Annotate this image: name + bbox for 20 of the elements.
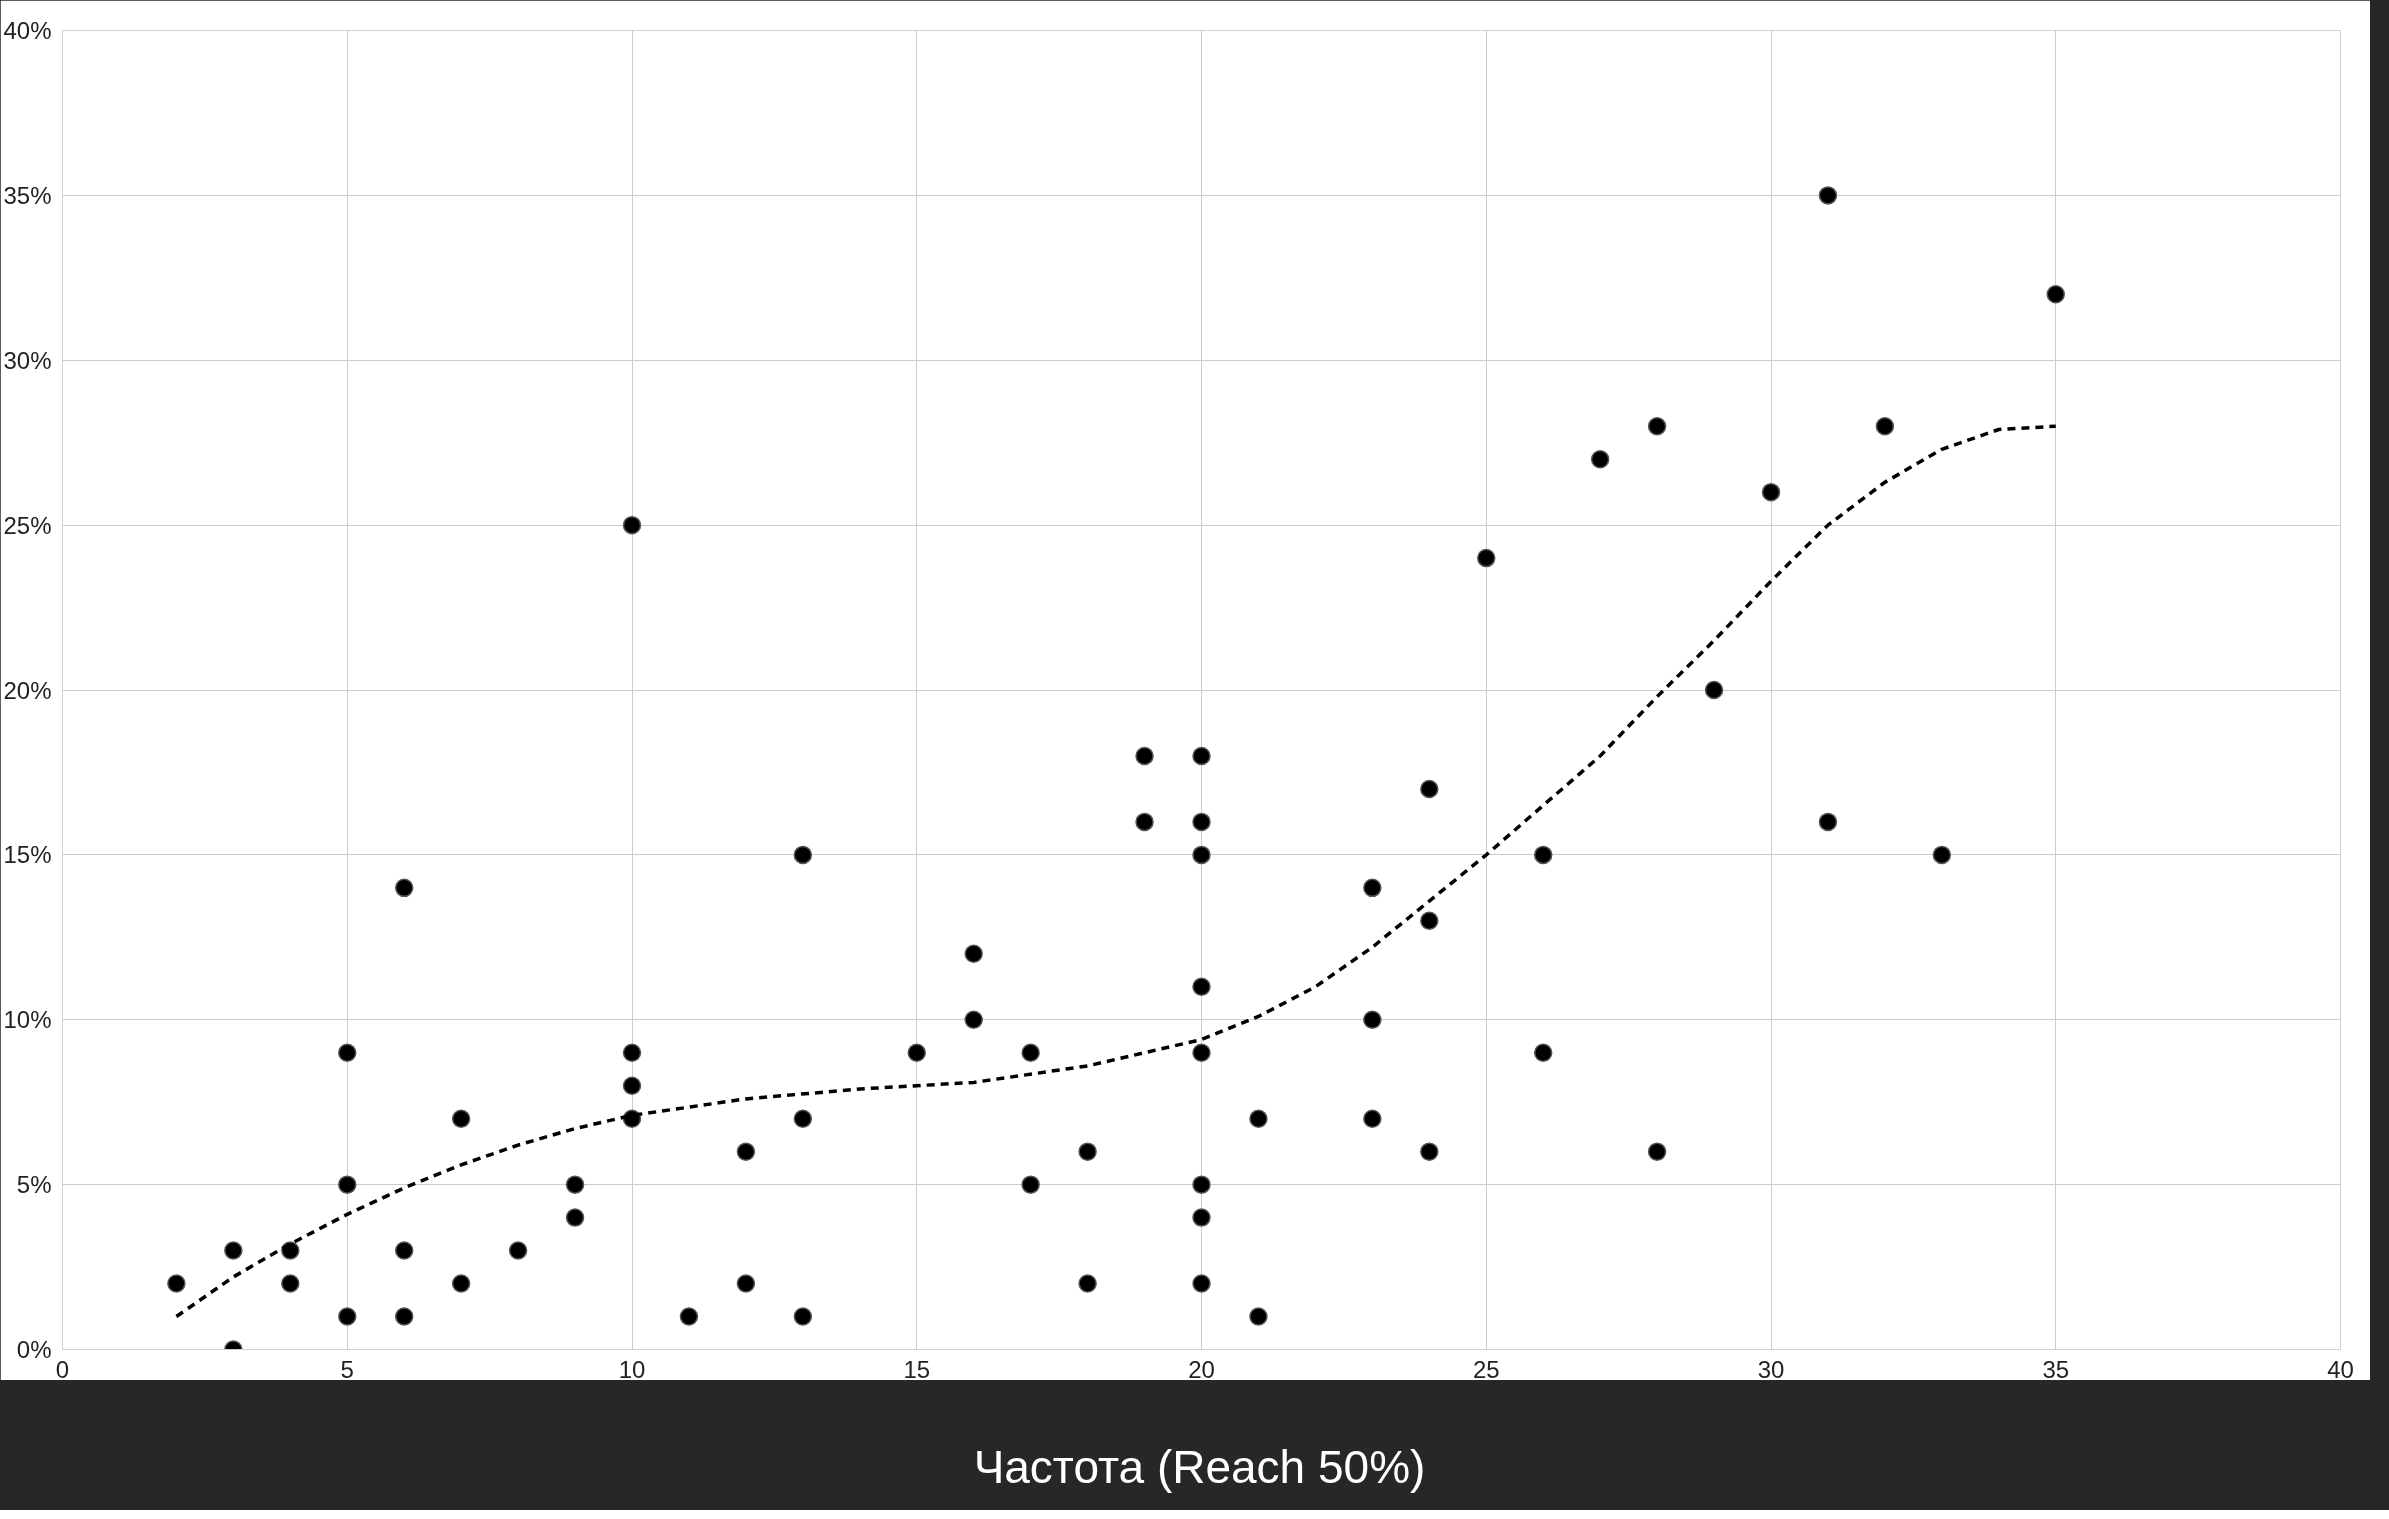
x-tick-label: 5: [340, 1355, 354, 1383]
y-tick-label: 0%: [16, 1336, 52, 1363]
y-tick-label: 40%: [3, 17, 52, 44]
x-tick-label: 35: [2042, 1355, 2070, 1383]
x-axis-title: Частота (Reach 50%): [973, 1440, 1426, 1495]
x-tick-label: 25: [1472, 1355, 1500, 1383]
x-tick-label: 15: [903, 1355, 931, 1383]
x-tick-label: 0: [55, 1355, 70, 1383]
y-tick-label: 5%: [16, 1171, 52, 1199]
line-series: [174, 424, 2058, 1319]
y-tick-label: 15%: [3, 841, 52, 869]
y-tick-label: 30%: [3, 346, 52, 374]
y-tick-label: 20%: [3, 676, 52, 704]
x-tick-label: 30: [1757, 1355, 1785, 1383]
y-tick-label: 25%: [3, 511, 52, 539]
x-tick-label: 20: [1188, 1355, 1215, 1383]
x-tick-label: 10: [618, 1355, 646, 1383]
x-tick-label: 40: [2327, 1355, 2354, 1383]
y-tick-label: 35%: [3, 181, 52, 209]
y-tick-label: 10%: [3, 1006, 52, 1034]
